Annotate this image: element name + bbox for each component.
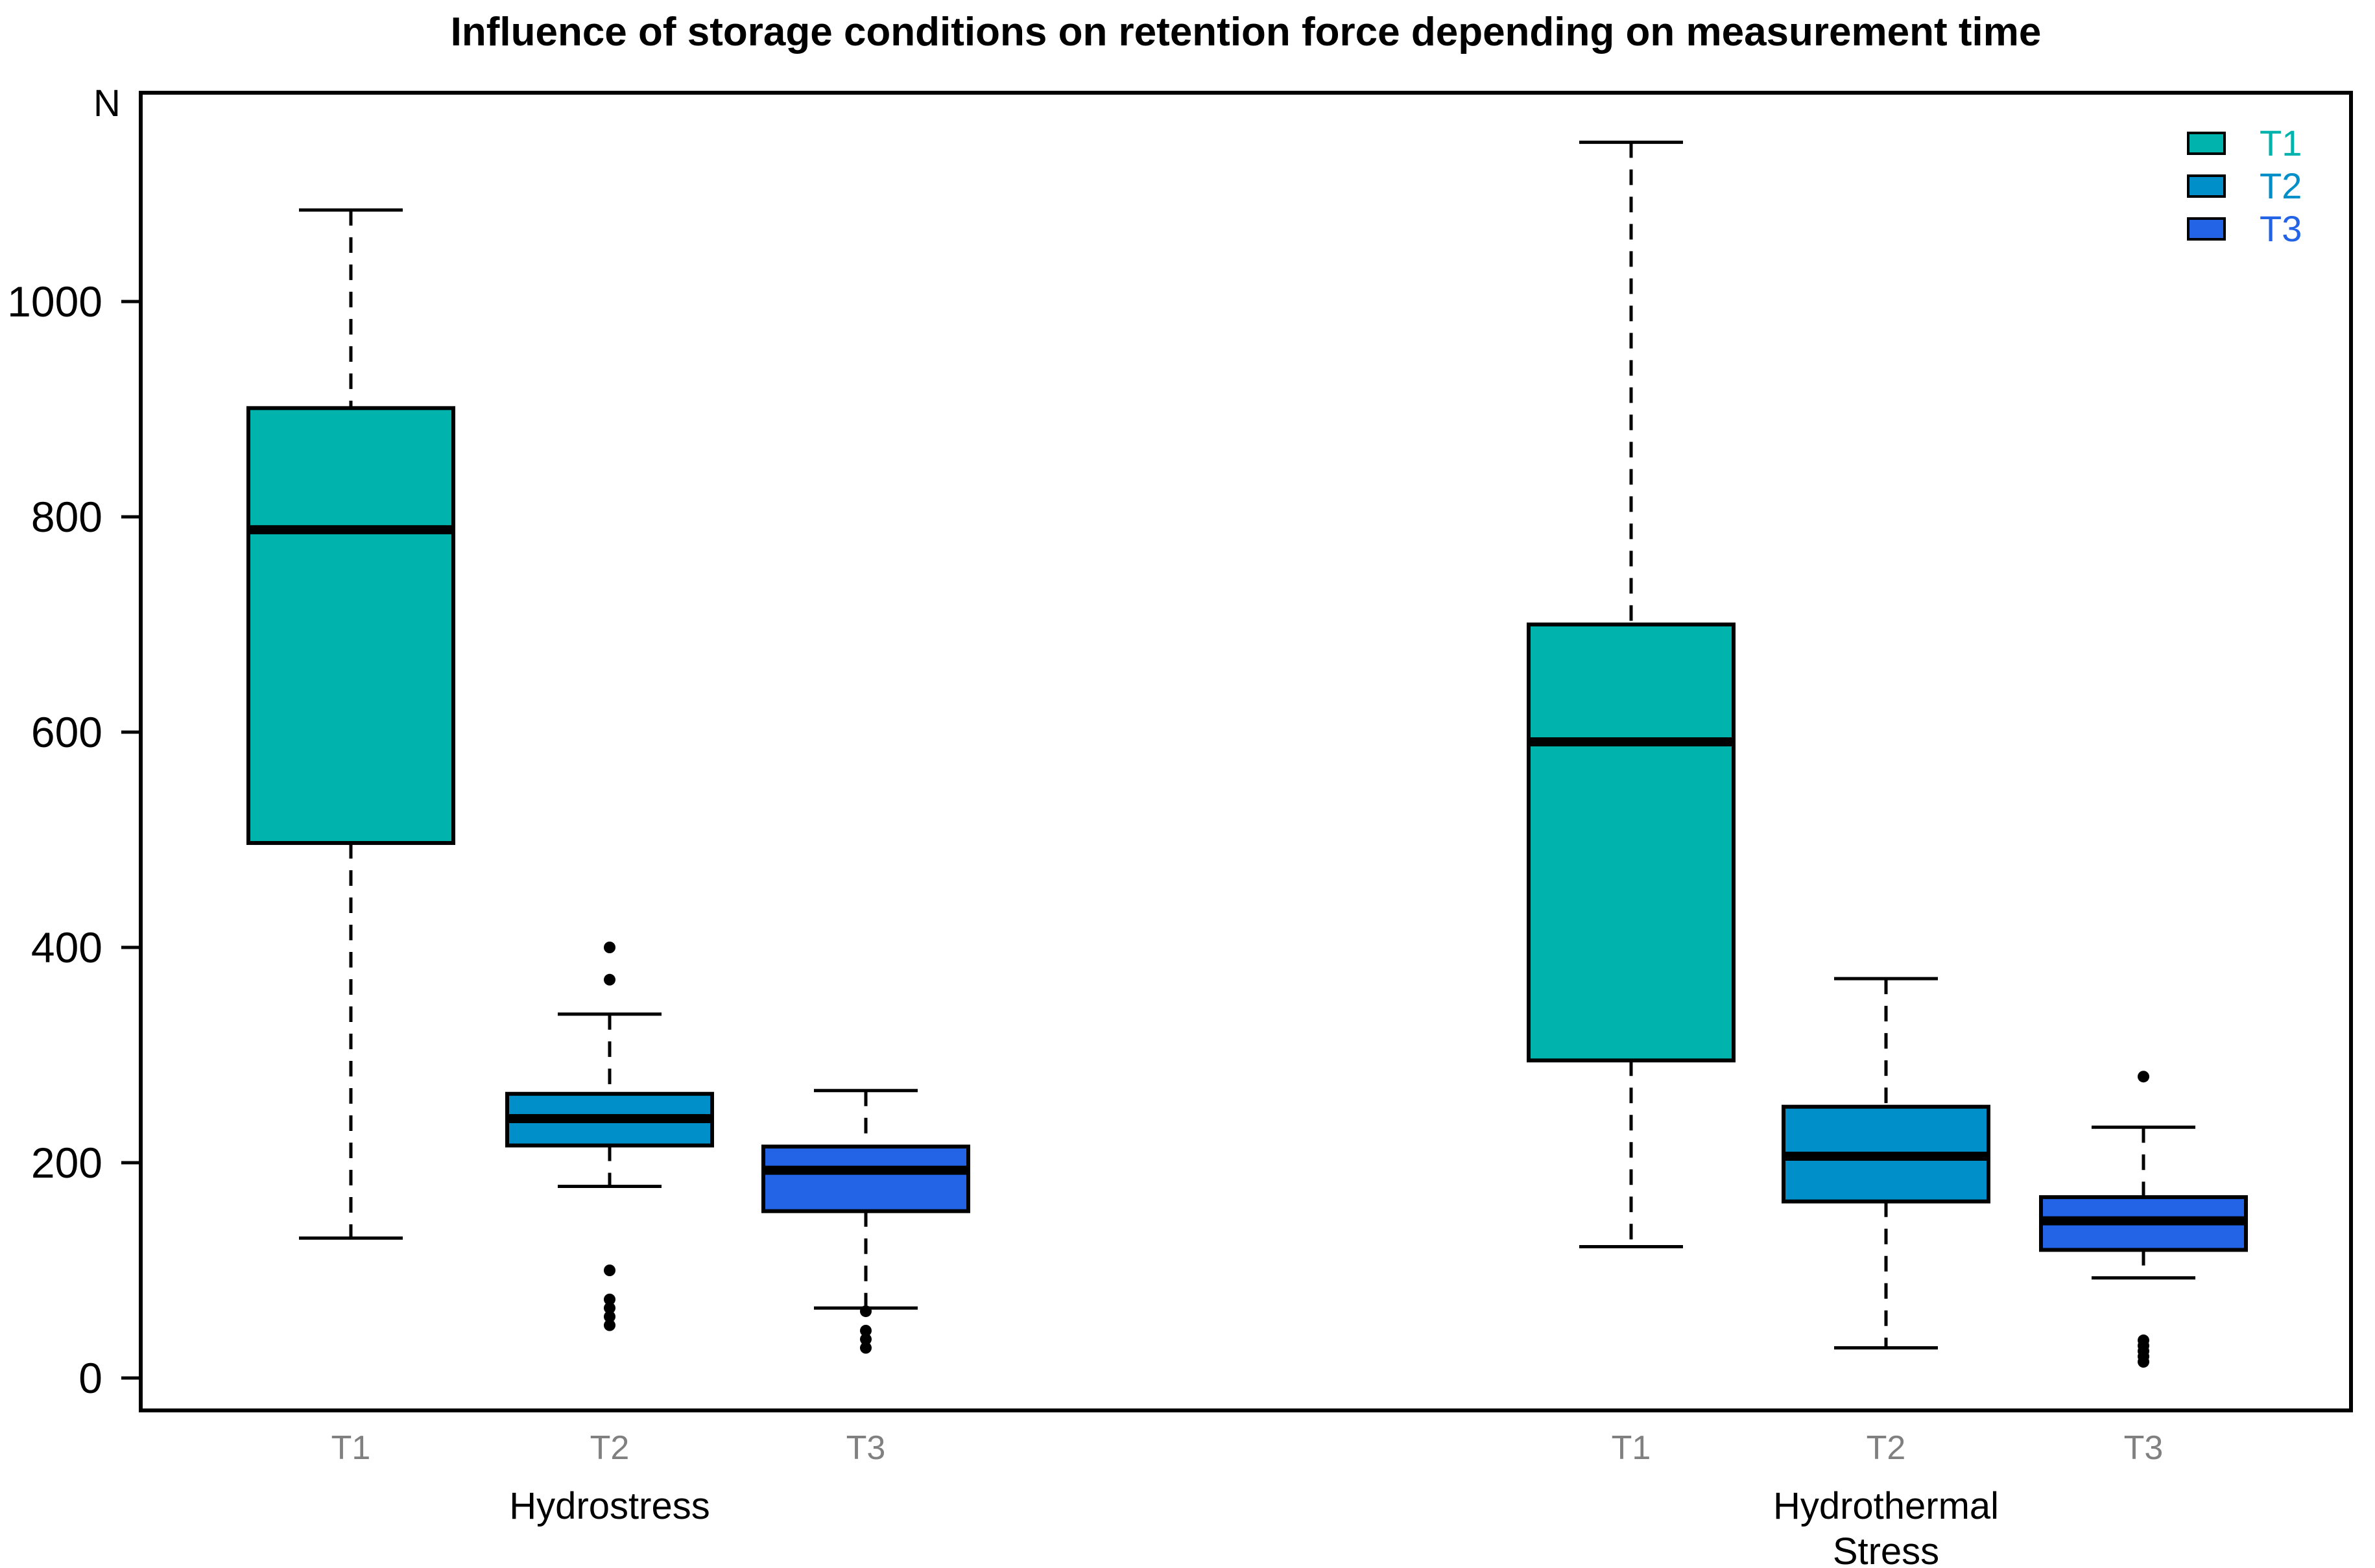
outlier-point: [860, 1305, 872, 1318]
outlier-point: [2138, 1071, 2149, 1083]
legend-label: T3: [2260, 208, 2302, 249]
legend-label: T2: [2260, 165, 2302, 206]
y-tick-label: 1000: [7, 278, 102, 326]
outlier-point: [604, 1293, 615, 1305]
legend-swatch: [2187, 174, 2226, 198]
outlier-point: [604, 1265, 615, 1276]
chart-title: Influence of storage conditions on reten…: [450, 10, 2042, 54]
y-axis-tick-labels: 0 200 400 600 800 1000: [0, 0, 102, 1568]
legend: T1 T2 T3: [2187, 122, 2302, 250]
outlier-point: [2138, 1356, 2149, 1368]
outlier-point: [604, 1311, 615, 1323]
box-body: [761, 1145, 970, 1213]
legend-item: T3: [2187, 208, 2302, 250]
y-tick-label: 0: [78, 1354, 102, 1402]
y-tick-label: 800: [30, 493, 102, 541]
legend-swatch: [2187, 217, 2226, 241]
outlier-point: [604, 942, 615, 953]
outlier-point: [860, 1333, 872, 1346]
box-body: [246, 406, 455, 845]
outlier-point: [604, 973, 615, 986]
y-tick-label: 400: [30, 923, 102, 971]
y-tick-label: 200: [30, 1139, 102, 1187]
outlier-point: [860, 1342, 872, 1354]
y-axis-unit-label: N: [93, 82, 121, 125]
outlier-point: [860, 1324, 872, 1336]
outlier-point: [604, 1319, 615, 1331]
legend-label: T1: [2260, 123, 2302, 163]
legend-item: T2: [2187, 165, 2302, 208]
legend-swatch: [2187, 132, 2226, 155]
box-body: [1527, 623, 1736, 1063]
plot-border: [139, 91, 2353, 1412]
outlier-point: [604, 1302, 615, 1314]
legend-item: T1: [2187, 122, 2302, 165]
y-tick-label: 600: [30, 708, 102, 756]
